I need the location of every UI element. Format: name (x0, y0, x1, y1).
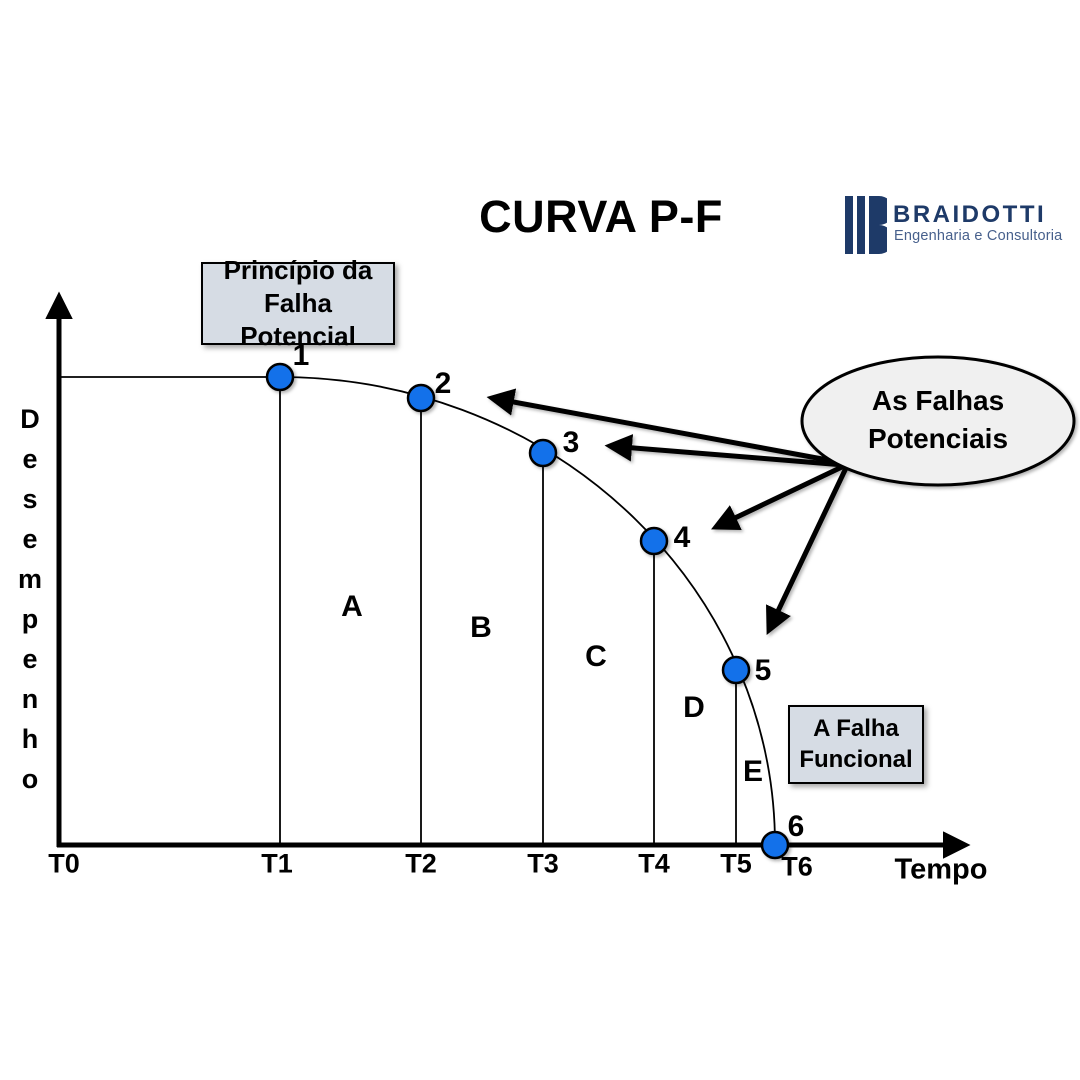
interval-d-label: D (683, 691, 705, 724)
potential-failures-ellipse (800, 355, 1076, 487)
pf-curve (279, 376, 776, 846)
tick-t2: T2 (405, 848, 437, 879)
interval-a-label: A (341, 590, 363, 623)
point-6-label: 6 (787, 810, 805, 843)
arrow-to-point-2 (486, 388, 845, 466)
arrow-to-point-4 (711, 463, 846, 530)
annotation-arrows (486, 388, 849, 635)
point-2-marker (406, 383, 436, 413)
point-1-label: 1 (292, 339, 310, 372)
point-4-marker (639, 526, 669, 556)
reference-lines (61, 376, 737, 845)
logo-subtitle: Engenharia e Consultoria (894, 228, 1063, 244)
interval-b-label: B (470, 611, 492, 644)
tick-t5: T5 (720, 848, 752, 879)
y-axis-label: Desempenho (15, 404, 45, 804)
braidotti-logo-icon (845, 196, 887, 254)
tick-t1: T1 (261, 848, 293, 879)
point-6-marker (760, 830, 790, 860)
x-axis-label: Tempo (894, 853, 988, 886)
axes (45, 291, 971, 859)
point-2-label: 2 (434, 367, 452, 400)
curve-points (265, 362, 790, 860)
point-3-marker (528, 438, 558, 468)
point-5-label: 5 (754, 654, 772, 687)
arrow-to-point-3 (604, 434, 845, 468)
tick-t0: T0 (48, 848, 80, 879)
page-title: CURVA P-F (479, 191, 723, 242)
potential-failure-start-callout: Princípio da Falha Potencial (201, 255, 395, 351)
arrow-to-point-5 (766, 466, 849, 635)
point-5-marker (721, 655, 751, 685)
potential-failures-ellipse-label: As Falhas Potenciais (867, 385, 1009, 454)
point-1-marker (265, 362, 295, 392)
interval-e-label: E (742, 755, 764, 788)
logo-text: BRAIDOTTI (893, 201, 1047, 228)
tick-t3: T3 (527, 848, 559, 879)
point-4-label: 4 (673, 521, 691, 554)
tick-t6: T6 (781, 851, 813, 882)
interval-c-label: C (585, 640, 607, 673)
functional-failure-callout: A Falha Funcional (788, 705, 924, 784)
tick-t4: T4 (638, 848, 670, 879)
point-3-label: 3 (562, 426, 580, 459)
